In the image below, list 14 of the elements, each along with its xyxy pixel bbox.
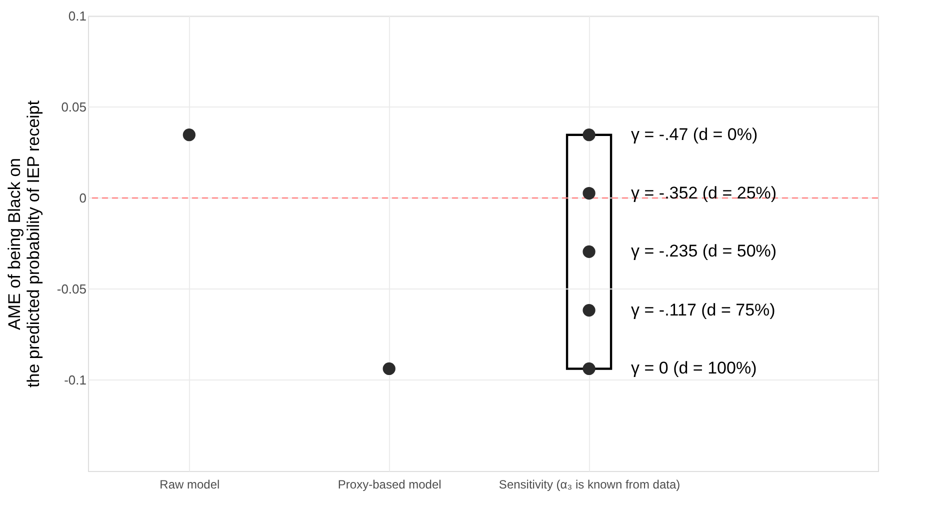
x-tick-label: Sensitivity (α₃ is known from data) xyxy=(498,478,680,492)
y-tick-label: 0.1 xyxy=(68,8,86,24)
annotation: γ = -.47 (d = 0%) xyxy=(631,124,758,144)
annotation: γ = -.235 (d = 50%) xyxy=(631,242,777,261)
y-tick-label: -0.1 xyxy=(64,372,86,388)
x-tick-label: Raw model xyxy=(160,478,220,492)
annotation: γ = -.117 (d = 75%) xyxy=(631,300,776,320)
y-tick-label: 0 xyxy=(79,190,86,206)
y-tick-label: -0.05 xyxy=(56,282,86,296)
annotation: γ = 0 (d = 100%) xyxy=(631,358,757,378)
x-tick-label: Proxy-based model xyxy=(338,478,442,492)
y-tick-label: 0.05 xyxy=(61,100,86,114)
annotation: γ = -.352 (d = 25%) xyxy=(631,183,777,202)
y-axis-title: AME of being Black on the predicted probability of IEP receipt xyxy=(4,100,43,388)
